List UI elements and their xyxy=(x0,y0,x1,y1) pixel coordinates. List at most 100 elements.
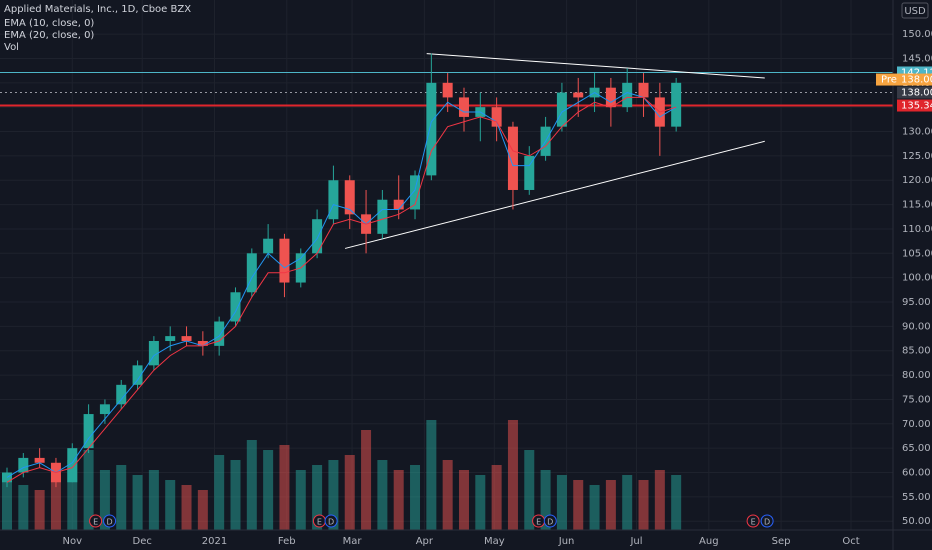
volume-bar xyxy=(132,475,143,530)
y-tick-label: 90.00 xyxy=(902,321,931,332)
x-tick-label: Nov xyxy=(63,536,83,547)
event-marker xyxy=(543,514,557,528)
candle-body xyxy=(99,404,110,415)
currency-box[interactable] xyxy=(901,2,929,19)
price-tag xyxy=(897,99,932,112)
trend-line xyxy=(344,140,765,249)
candle-body xyxy=(279,238,290,283)
candle-body xyxy=(426,82,437,176)
volume-bar xyxy=(148,470,159,530)
candle-body xyxy=(263,238,274,254)
currency[interactable]: USD xyxy=(904,6,926,17)
y-tick-label: 50.00 xyxy=(902,516,931,527)
volume-bar xyxy=(263,450,274,530)
event-label: E xyxy=(93,518,98,527)
y-tick-label: 60.00 xyxy=(902,468,931,479)
y-tick-label: 95.00 xyxy=(902,297,931,308)
y-tick-label: 100.00 xyxy=(902,273,932,284)
event-label: E xyxy=(751,518,756,527)
y-tick-label: 70.00 xyxy=(902,419,931,430)
event-marker xyxy=(103,514,117,528)
event-marker xyxy=(746,514,760,528)
volume-bar xyxy=(393,470,404,530)
candle-body xyxy=(524,155,535,190)
volume-bar xyxy=(654,470,665,530)
x-tick-label: Jul xyxy=(629,536,642,547)
candle-body xyxy=(116,384,127,405)
candle-body xyxy=(18,457,29,473)
candle-body xyxy=(148,340,159,366)
x-tick-label: Oct xyxy=(842,536,859,547)
volume-bar xyxy=(83,450,94,530)
price-tag-label: 135.34 xyxy=(901,101,932,112)
y-tick-label: 65.00 xyxy=(902,443,931,454)
candle-body xyxy=(442,82,453,98)
volume-bar xyxy=(246,440,257,530)
indicator-label: EMA (10, close, 0) xyxy=(4,18,94,29)
volume-bar xyxy=(214,455,225,530)
candle-body xyxy=(622,82,633,108)
x-tick-label: Sep xyxy=(772,536,791,547)
volume-bar xyxy=(1,480,12,530)
event-label: D xyxy=(328,518,334,527)
volume-bar xyxy=(328,460,339,530)
volume-bar xyxy=(18,485,29,530)
volume-bar xyxy=(377,460,388,530)
candle-body xyxy=(328,180,339,220)
y-tick-label: 55.00 xyxy=(902,492,931,503)
event-marker xyxy=(760,514,774,528)
candle-body xyxy=(410,175,421,210)
y-tick-label: 75.00 xyxy=(902,394,931,405)
volume-bar xyxy=(622,475,633,530)
candle-body xyxy=(458,97,469,117)
candle-body xyxy=(507,126,518,190)
event-label: E xyxy=(536,518,541,527)
event-marker xyxy=(324,514,338,528)
volume-bar xyxy=(491,465,502,530)
candle-body xyxy=(181,336,192,341)
x-tick-label: May xyxy=(484,536,505,547)
volume-bar xyxy=(279,445,290,530)
volume-bar xyxy=(361,430,372,530)
volume-bar xyxy=(50,475,61,530)
volume-bar xyxy=(410,465,421,530)
y-tick-label: 105.00 xyxy=(902,248,932,259)
chart-title: Applied Materials, Inc., 1D, Cboe BZX xyxy=(4,4,191,15)
y-tick-label: 115.00 xyxy=(902,200,932,211)
volume-bar xyxy=(312,465,323,530)
volume-pane xyxy=(1,420,682,530)
premarket-tag xyxy=(876,73,932,86)
candle-body xyxy=(230,292,241,322)
candle-body xyxy=(165,336,176,341)
volume-bar xyxy=(475,475,486,530)
candle-body xyxy=(132,365,143,385)
volume-bar xyxy=(99,470,110,530)
ema-line xyxy=(6,91,677,478)
x-tick-label: Apr xyxy=(416,536,434,547)
x-tick-label: Feb xyxy=(278,536,296,547)
volume-bar xyxy=(589,485,600,530)
candle-body xyxy=(377,199,388,234)
price-tag-label: 138.00 xyxy=(901,88,932,99)
volume-bar xyxy=(638,480,649,530)
volume-bar xyxy=(344,455,355,530)
candle-body xyxy=(605,87,616,108)
candle-body xyxy=(573,92,584,98)
volume-bar xyxy=(197,490,208,530)
event-label: D xyxy=(106,518,112,527)
x-tick-label: Jun xyxy=(558,536,575,547)
event-marker xyxy=(89,514,103,528)
volume-bar xyxy=(507,420,518,530)
grid xyxy=(0,0,893,530)
candle-body xyxy=(214,321,225,346)
ema-line xyxy=(6,96,677,483)
y-tick-label: 130.00 xyxy=(902,127,932,138)
volume-bar xyxy=(67,460,78,530)
volume-bar xyxy=(426,420,437,530)
candle-body xyxy=(344,180,355,215)
candle-body xyxy=(671,82,682,127)
candle-body xyxy=(83,414,94,449)
y-tick-label: 150.00 xyxy=(902,29,932,40)
candle-body xyxy=(67,448,78,483)
